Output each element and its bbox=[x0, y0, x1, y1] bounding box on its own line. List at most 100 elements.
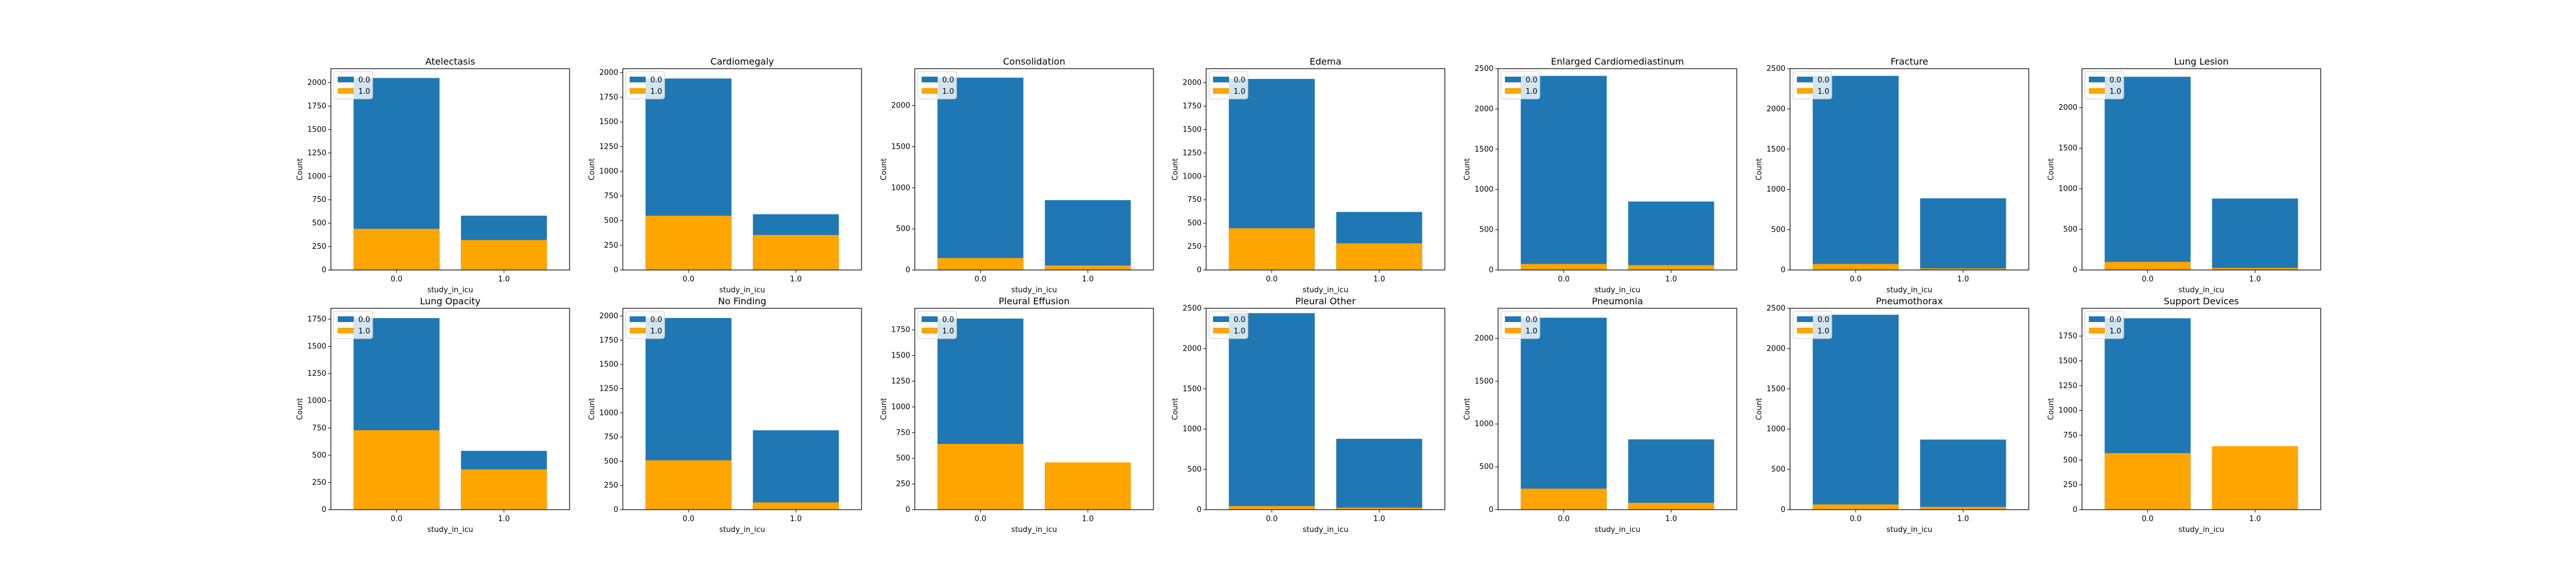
chart-title: Pneumothorax bbox=[1876, 296, 1943, 307]
y-tick-label: 1250 bbox=[1183, 149, 1202, 157]
x-tick-label: 0.0 bbox=[390, 275, 402, 284]
x-tick-label: 1.0 bbox=[1373, 515, 1385, 523]
legend-label: 0.0 bbox=[1526, 316, 1538, 324]
chart-title: Edema bbox=[1310, 56, 1342, 67]
bar-0.0-1.0 bbox=[1336, 439, 1423, 510]
y-axis-label: Count bbox=[588, 158, 596, 181]
bar-1.0-1.0 bbox=[2212, 446, 2298, 510]
x-tick-label: 1.0 bbox=[1082, 515, 1094, 523]
y-axis-label: Count bbox=[1171, 158, 1180, 181]
x-axis-label: study_in_icu bbox=[1303, 526, 1349, 534]
x-axis-label: study_in_icu bbox=[1012, 526, 1057, 534]
chart-title: Enlarged Cardiomediastinum bbox=[1551, 56, 1684, 67]
chart-title: Support Devices bbox=[2164, 296, 2239, 307]
y-tick-label: 500 bbox=[312, 451, 326, 460]
bar-1.0-0.0 bbox=[1228, 228, 1315, 270]
x-axis-label: study_in_icu bbox=[1887, 526, 1933, 534]
y-tick-label: 500 bbox=[2063, 225, 2077, 234]
y-tick-label: 1750 bbox=[599, 336, 618, 345]
legend-swatch bbox=[630, 328, 646, 333]
legend-label: 1.0 bbox=[1234, 327, 1246, 336]
axes-frame bbox=[914, 68, 1154, 271]
bar-1.0-0.0 bbox=[645, 216, 732, 270]
bar-1.0-1.0 bbox=[1045, 462, 1131, 510]
legend-swatch bbox=[2089, 88, 2105, 94]
y-tick-label: 1500 bbox=[2059, 357, 2077, 366]
y-tick-label: 500 bbox=[1771, 226, 1785, 235]
y-tick-label: 500 bbox=[896, 225, 910, 233]
bar-1.0-1.0 bbox=[461, 240, 547, 270]
bar-0.0-1.0 bbox=[1920, 439, 2006, 510]
bar-1.0-0.0 bbox=[353, 430, 440, 510]
y-tick-label: 1500 bbox=[891, 142, 910, 151]
legend-swatch bbox=[1505, 316, 1521, 322]
y-tick-label: 1000 bbox=[1183, 172, 1202, 181]
y-tick-label: 1750 bbox=[307, 102, 326, 110]
y-tick-label: 2000 bbox=[307, 79, 326, 88]
y-axis-label: Count bbox=[2047, 158, 2056, 181]
y-tick-label: 750 bbox=[604, 192, 618, 201]
y-tick-label: 1000 bbox=[891, 184, 910, 192]
legend-label: 1.0 bbox=[358, 88, 370, 96]
legend-swatch bbox=[630, 88, 646, 94]
y-tick-label: 1250 bbox=[2059, 382, 2077, 390]
bar-1.0-0.0 bbox=[1520, 264, 1607, 270]
legend-swatch bbox=[922, 328, 938, 333]
x-tick-label: 0.0 bbox=[1558, 515, 1570, 523]
y-tick-label: 2000 bbox=[1475, 105, 1494, 113]
legend: 0.01.0 bbox=[2084, 71, 2124, 100]
x-axis-label: study_in_icu bbox=[428, 526, 473, 534]
y-tick-label: 1000 bbox=[891, 403, 910, 411]
legend-swatch bbox=[630, 77, 646, 82]
bar-0.0-1.0 bbox=[1045, 200, 1131, 270]
y-tick-label: 1750 bbox=[891, 326, 910, 335]
y-tick-label: 0 bbox=[1197, 266, 1202, 275]
legend-label: 1.0 bbox=[650, 88, 662, 96]
legend-label: 0.0 bbox=[358, 316, 370, 324]
y-tick-label: 2500 bbox=[1183, 304, 1202, 313]
x-axis-label: study_in_icu bbox=[720, 526, 765, 534]
x-tick-label: 1.0 bbox=[2249, 515, 2261, 523]
y-tick-label: 250 bbox=[312, 243, 326, 251]
legend: 0.01.0 bbox=[625, 71, 665, 100]
x-tick-label: 0.0 bbox=[2142, 275, 2154, 284]
y-tick-label: 2000 bbox=[599, 69, 618, 77]
legend-label: 0.0 bbox=[1526, 76, 1538, 85]
y-tick-label: 1500 bbox=[1767, 145, 1785, 154]
y-tick-label: 1750 bbox=[2059, 332, 2077, 341]
y-tick-label: 750 bbox=[604, 433, 618, 442]
legend-label: 1.0 bbox=[2109, 327, 2121, 336]
bar-1.0-0.0 bbox=[937, 444, 1024, 510]
x-axis-label: study_in_icu bbox=[1012, 286, 1057, 295]
legend-label: 1.0 bbox=[2109, 88, 2121, 96]
axes-frame bbox=[330, 68, 570, 271]
legend-label: 1.0 bbox=[358, 327, 370, 336]
x-tick-label: 1.0 bbox=[1082, 275, 1094, 284]
y-tick-label: 1000 bbox=[2059, 407, 2077, 415]
axes-frame bbox=[1498, 308, 1737, 510]
legend: 0.01.0 bbox=[1500, 71, 1540, 100]
x-tick-label: 1.0 bbox=[498, 515, 510, 523]
y-tick-label: 500 bbox=[1479, 226, 1494, 235]
x-tick-label: 0.0 bbox=[390, 515, 402, 523]
chart-title: Fracture bbox=[1891, 56, 1929, 67]
x-axis-label: study_in_icu bbox=[428, 286, 473, 295]
x-tick-label: 1.0 bbox=[790, 275, 802, 284]
axes-frame bbox=[1789, 68, 2029, 271]
y-tick-label: 1250 bbox=[599, 142, 618, 151]
bar-0.0-0.0 bbox=[1812, 315, 1899, 510]
y-tick-label: 2500 bbox=[1475, 65, 1494, 73]
y-tick-label: 1500 bbox=[2059, 144, 2077, 153]
y-tick-label: 1000 bbox=[2059, 185, 2077, 193]
axes-frame bbox=[1789, 308, 2029, 510]
x-tick-label: 1.0 bbox=[1957, 515, 1969, 523]
legend-label: 0.0 bbox=[1818, 316, 1830, 324]
legend-label: 1.0 bbox=[942, 88, 954, 96]
axes-frame bbox=[622, 68, 862, 271]
legend-swatch bbox=[922, 316, 938, 322]
legend-swatch bbox=[1213, 328, 1229, 333]
y-tick-label: 1750 bbox=[307, 315, 326, 324]
